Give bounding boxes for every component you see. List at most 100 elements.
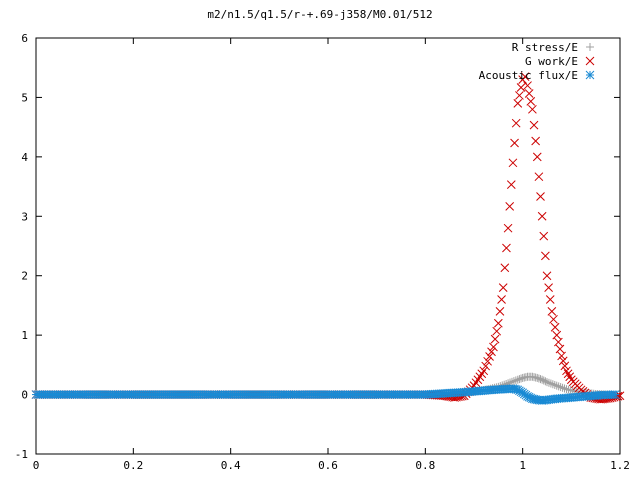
data-point xyxy=(489,342,498,352)
data-point xyxy=(502,243,511,253)
data-point xyxy=(483,356,492,366)
data-point xyxy=(528,104,537,114)
data-point xyxy=(479,366,489,376)
data-point xyxy=(560,361,570,371)
data-point xyxy=(510,138,519,148)
y-tick-label: 5 xyxy=(21,91,28,104)
data-point xyxy=(544,283,553,292)
y-tick-label: 0 xyxy=(21,389,28,402)
data-point xyxy=(534,374,543,383)
data-points xyxy=(31,72,625,405)
data-point xyxy=(554,337,563,347)
data-point xyxy=(485,352,494,361)
data-point xyxy=(500,263,510,273)
y-tick-label: 2 xyxy=(21,270,28,283)
y-tick-label: 3 xyxy=(21,210,28,223)
data-point xyxy=(498,283,508,292)
data-point xyxy=(550,380,559,389)
data-point xyxy=(550,322,560,332)
data-point xyxy=(515,91,524,100)
legend-marker xyxy=(585,56,595,66)
data-point xyxy=(507,377,516,386)
legend-entry-label: G work/E xyxy=(525,55,578,68)
data-point xyxy=(541,251,550,261)
y-tick-label: 4 xyxy=(21,151,28,164)
data-point xyxy=(520,72,530,81)
data-point xyxy=(536,375,545,384)
legend-entry-label: R stress/E xyxy=(512,41,578,54)
data-point xyxy=(481,361,491,371)
data-point xyxy=(523,81,532,90)
data-point xyxy=(511,118,521,128)
data-point xyxy=(517,374,526,383)
data-point xyxy=(543,378,551,387)
data-point xyxy=(487,347,496,357)
data-point xyxy=(526,97,536,106)
legend-marker xyxy=(586,43,594,51)
data-point xyxy=(558,383,567,392)
data-point xyxy=(537,211,547,221)
data-point xyxy=(515,375,524,384)
x-tick-label: 0.6 xyxy=(318,459,338,472)
legend-entry-label: Acoustic flux/E xyxy=(479,69,578,82)
data-point xyxy=(506,180,516,189)
chart-title: m2/n1.5/q1.5/r-+.69-j358/M0.01/512 xyxy=(207,8,432,21)
data-point xyxy=(497,295,506,304)
data-point xyxy=(495,307,505,316)
data-point xyxy=(493,318,503,328)
data-point xyxy=(547,307,557,316)
data-point xyxy=(552,330,562,340)
data-point xyxy=(534,172,544,182)
data-point xyxy=(549,314,558,324)
data-point xyxy=(532,152,542,162)
data-point xyxy=(529,120,539,130)
data-point xyxy=(560,384,569,393)
data-point xyxy=(503,223,513,233)
data-point xyxy=(563,369,573,379)
x-tick-label: 0.8 xyxy=(415,459,435,472)
x-tick-label: 0.2 xyxy=(123,459,143,472)
data-point xyxy=(542,271,552,281)
data-point xyxy=(513,375,522,384)
data-point xyxy=(610,390,620,399)
x-tick-label: 0.4 xyxy=(221,459,241,472)
data-point xyxy=(556,383,565,392)
data-point xyxy=(533,373,542,382)
x-tick-label: 0 xyxy=(33,459,40,472)
data-point xyxy=(513,99,523,108)
data-point xyxy=(562,366,571,376)
y-tick-label: 6 xyxy=(21,32,28,45)
data-point xyxy=(555,344,565,354)
data-point xyxy=(541,377,550,386)
series-2 xyxy=(31,384,620,405)
x-tick-label: 1 xyxy=(519,459,526,472)
data-point xyxy=(558,356,568,366)
data-point xyxy=(546,379,555,388)
data-point xyxy=(524,89,534,98)
data-point xyxy=(516,83,526,92)
data-point xyxy=(554,382,563,391)
data-point xyxy=(557,351,566,361)
data-point xyxy=(536,192,545,201)
data-point xyxy=(508,158,518,168)
data-point xyxy=(511,376,520,385)
data-point xyxy=(544,378,553,387)
data-point xyxy=(538,375,547,384)
axis-ticks: 0 0.2 0.4 0.6 0.8 1 1.2 -1 0 1 2 3 4 5 6 xyxy=(15,32,630,472)
data-point xyxy=(548,380,557,389)
data-point xyxy=(565,372,575,382)
data-point xyxy=(531,136,540,146)
legend-marker xyxy=(585,70,595,80)
data-point xyxy=(552,381,561,390)
y-tick-label: 1 xyxy=(21,329,28,342)
data-point xyxy=(539,376,548,385)
x-tick-label: 1.2 xyxy=(610,459,630,472)
data-point xyxy=(505,202,515,211)
data-point xyxy=(545,295,555,304)
data-point xyxy=(509,377,518,386)
data-point xyxy=(500,380,509,389)
data-point xyxy=(539,231,549,241)
data-point xyxy=(492,326,502,336)
data-point xyxy=(490,334,500,344)
